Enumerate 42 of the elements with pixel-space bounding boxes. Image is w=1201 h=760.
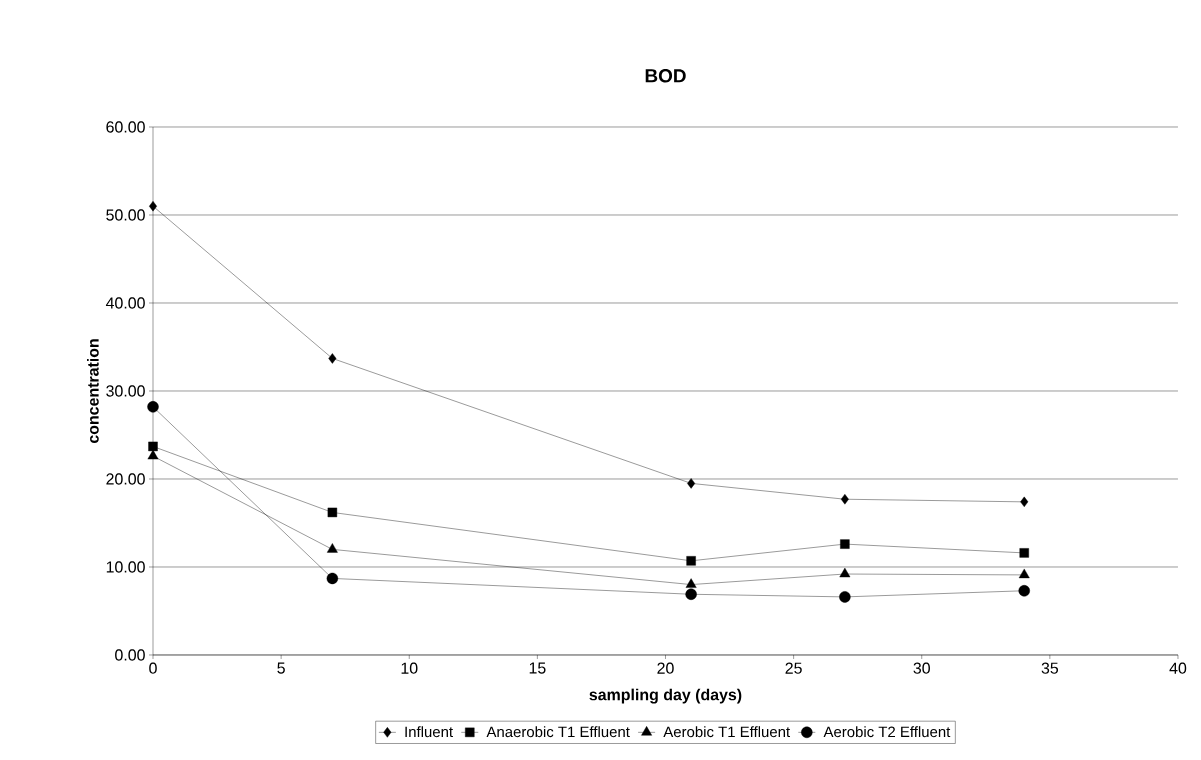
x-tick-label: 25 bbox=[785, 662, 802, 674]
y-tick-label: 30.00 bbox=[106, 385, 145, 397]
x-tick-label: 35 bbox=[1041, 662, 1059, 674]
point bbox=[326, 543, 338, 553]
y-tick-label: 20.00 bbox=[106, 473, 145, 485]
legend-label: Aerobic T2 Effluent bbox=[823, 726, 951, 738]
point bbox=[839, 591, 851, 603]
x-tick-label: 0 bbox=[149, 662, 157, 674]
point bbox=[147, 449, 159, 460]
point bbox=[148, 441, 158, 452]
x-tick-label: 15 bbox=[529, 662, 546, 674]
x-tick-label: 40 bbox=[1169, 662, 1187, 674]
point bbox=[327, 507, 338, 518]
point bbox=[147, 401, 159, 413]
legend-label: Anaerobic T1 Effluent bbox=[486, 726, 630, 738]
point bbox=[685, 578, 697, 588]
point bbox=[686, 556, 696, 566]
point bbox=[839, 567, 851, 578]
point bbox=[685, 588, 697, 600]
y-tick-label: 40.00 bbox=[105, 297, 145, 309]
y-axis-title: concentration bbox=[87, 339, 99, 444]
x-tick-label: 30 bbox=[913, 662, 930, 674]
y-tick-label: 0.00 bbox=[115, 649, 145, 661]
point bbox=[687, 478, 696, 489]
point bbox=[840, 539, 850, 549]
y-tick-label: 50.00 bbox=[106, 209, 145, 221]
point bbox=[1019, 548, 1029, 558]
y-tick-label: 10.00 bbox=[106, 561, 145, 573]
point bbox=[1018, 568, 1030, 579]
point bbox=[326, 572, 339, 585]
x-tick-label: 10 bbox=[401, 662, 418, 674]
legend-label: Aerobic T1 Effluent bbox=[663, 726, 791, 738]
point bbox=[328, 353, 337, 364]
x-tick-label: 5 bbox=[277, 662, 285, 674]
point bbox=[840, 494, 849, 505]
y-tick-label: 60.00 bbox=[106, 121, 145, 133]
point bbox=[1018, 585, 1030, 597]
point bbox=[1020, 496, 1029, 508]
chart-title: BOD bbox=[645, 69, 686, 83]
x-axis-title: sampling day (days) bbox=[589, 688, 742, 704]
x-tick-label: 20 bbox=[657, 662, 674, 674]
legend-label: Influent bbox=[405, 726, 453, 738]
